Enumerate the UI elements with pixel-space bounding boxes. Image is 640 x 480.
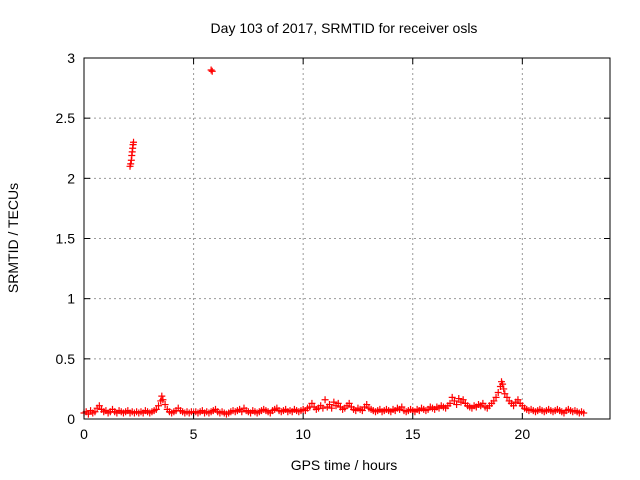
data-point: [453, 401, 461, 409]
gridlines: [84, 58, 610, 419]
data-point: [127, 160, 135, 168]
data-point: [398, 403, 406, 411]
x-tick-label: 10: [295, 426, 311, 442]
data-point: [319, 404, 327, 412]
data-point: [328, 404, 336, 412]
data-point: [500, 385, 508, 393]
data-point: [459, 396, 467, 404]
chart-title: Day 103 of 2017, SRMTID for receiver osl…: [211, 20, 478, 36]
data-point: [450, 397, 458, 405]
x-tick-label: 0: [80, 426, 88, 442]
data-point: [208, 67, 216, 75]
data-point: [514, 396, 522, 404]
data-point: [325, 401, 333, 409]
data-point: [95, 402, 103, 410]
data-point: [321, 396, 329, 404]
data-point: [501, 390, 509, 398]
data-point: [155, 402, 163, 410]
data-point: [330, 398, 338, 406]
data-point: [345, 399, 353, 407]
data-point: [494, 389, 502, 397]
x-tick-labels: 0 5 10 15 20: [80, 426, 530, 442]
data-point: [448, 393, 456, 401]
data-point: [207, 66, 215, 74]
y-tick-label: 3: [67, 50, 75, 66]
x-tick-label: 5: [190, 426, 198, 442]
ticks: [83, 57, 610, 420]
x-axis-label: GPS time / hours: [291, 457, 398, 473]
data-point: [84, 410, 92, 418]
data-point: [358, 407, 366, 415]
y-tick-label: 0.5: [56, 351, 76, 367]
data-point: [503, 393, 511, 401]
y-axis-label: SRMTID / TECUs: [5, 183, 21, 293]
y-tick-label: 1.5: [56, 231, 76, 247]
data-point: [161, 401, 169, 409]
y-tick-label: 1: [67, 291, 75, 307]
data-point: [158, 392, 166, 400]
y-tick-label: 0: [67, 411, 75, 427]
data-point: [363, 401, 371, 409]
data-point: [446, 399, 454, 407]
y-tick-label: 2: [67, 170, 75, 186]
data-point: [510, 402, 518, 410]
y-tick-labels: 0 0.5 1 1.5 2 2.5 3: [56, 50, 76, 427]
data-point: [499, 380, 507, 388]
data-point: [490, 397, 498, 405]
data-points: [80, 66, 588, 418]
data-point: [238, 408, 246, 416]
y-tick-label: 2.5: [56, 110, 76, 126]
data-point: [479, 399, 487, 407]
data-point: [334, 399, 342, 407]
data-point: [455, 395, 463, 403]
data-point: [308, 399, 316, 407]
data-point: [152, 405, 160, 413]
data-point: [130, 138, 138, 146]
data-point: [580, 409, 588, 417]
x-tick-label: 15: [405, 426, 421, 442]
data-point: [492, 393, 500, 401]
x-tick-label: 20: [515, 426, 531, 442]
data-point: [91, 408, 99, 416]
data-point: [159, 396, 167, 404]
